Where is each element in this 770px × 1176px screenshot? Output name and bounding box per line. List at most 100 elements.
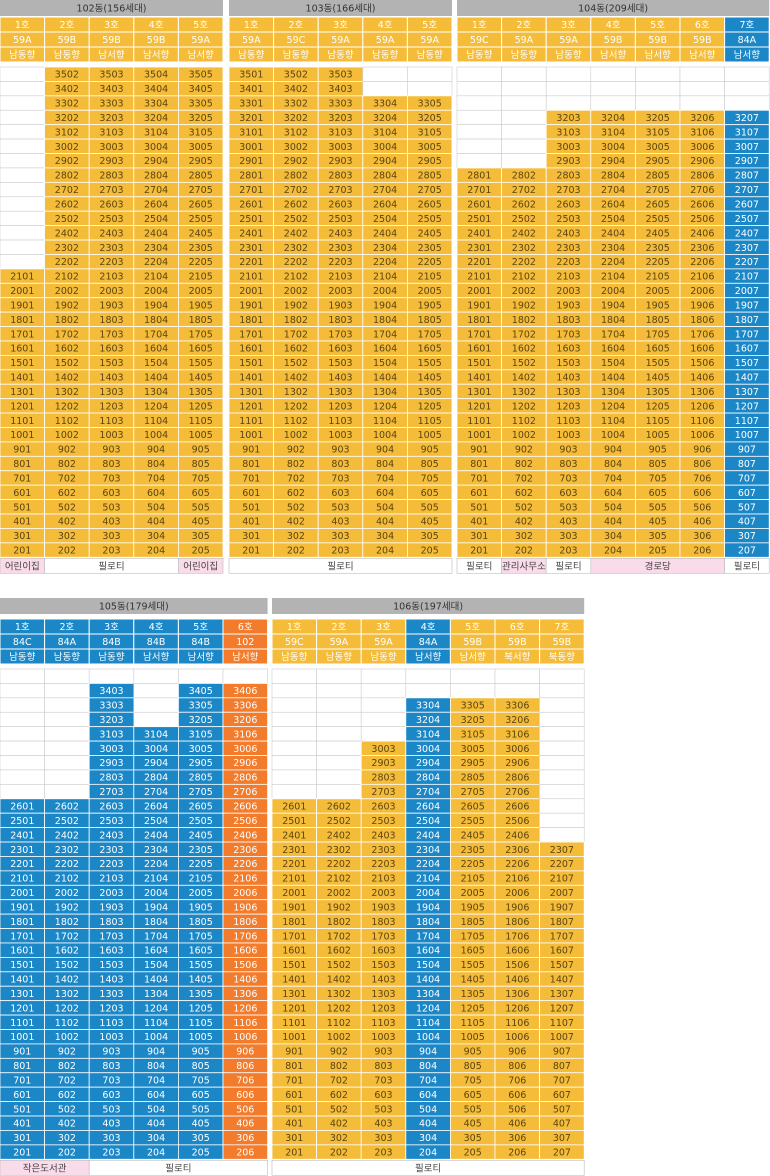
- unit-number: 2705: [646, 185, 670, 196]
- unit-number: 902: [515, 445, 533, 456]
- unit-number: 3303: [99, 701, 123, 712]
- unit-number: 903: [559, 445, 577, 456]
- unit-number: 2503: [328, 214, 352, 225]
- unit-number: 2106: [690, 272, 714, 283]
- unit-number: 1902: [327, 902, 351, 913]
- unit-number: 1603: [99, 946, 123, 957]
- unit-number: 1904: [144, 300, 168, 311]
- unit-number: 1402: [55, 373, 79, 384]
- empty-cell: [360, 668, 407, 684]
- header-line: 6호: [695, 20, 710, 31]
- unit-number: 3202: [284, 113, 308, 124]
- unit-number: 2602: [55, 801, 79, 812]
- unit-number: 307: [553, 1133, 571, 1144]
- unit-number: 807: [553, 1061, 571, 1072]
- header-direction: 북서향: [504, 651, 530, 663]
- unit-number: 1505: [189, 960, 213, 971]
- unit-number: 1202: [327, 1003, 351, 1014]
- unit-number: 3105: [189, 729, 213, 740]
- empty-cell: [0, 697, 45, 713]
- empty-cell: [539, 798, 585, 814]
- header-direction: 남동향: [9, 651, 35, 663]
- unit-number: 1202: [55, 401, 79, 412]
- unit-number: 2007: [550, 888, 574, 899]
- unit-number: 1606: [690, 344, 714, 355]
- unit-number: 401: [242, 517, 260, 528]
- unit-number: 2406: [233, 830, 257, 841]
- footer-label: 관리사무소: [502, 561, 546, 572]
- unit-number: 1106: [690, 416, 714, 427]
- unit-number: 805: [192, 1061, 210, 1072]
- unit-number: 1404: [144, 373, 168, 384]
- unit-number: 1503: [99, 960, 123, 971]
- empty-cell: [271, 755, 317, 771]
- unit-number: 1803: [328, 315, 352, 326]
- unit-number: 901: [242, 445, 260, 456]
- unit-number: 2101: [10, 272, 34, 283]
- unit-number: 402: [287, 517, 305, 528]
- unit-number: 1703: [99, 329, 123, 340]
- unit-number: 1402: [284, 373, 308, 384]
- unit-number: 1104: [416, 1018, 440, 1029]
- unit-number: 1605: [189, 946, 213, 957]
- unit-number: 803: [102, 459, 120, 470]
- unit-number: 1606: [233, 946, 257, 957]
- unit-number: 2904: [144, 758, 168, 769]
- unit-number: 705: [192, 1075, 210, 1086]
- unit-number: 603: [559, 488, 577, 499]
- unit-number: 2706: [233, 787, 257, 798]
- unit-number: 1801: [467, 315, 491, 326]
- unit-number: 1004: [373, 430, 397, 441]
- header-direction: 남동향: [511, 49, 537, 61]
- header-type: 59B: [58, 35, 77, 46]
- unit-number: 3305: [418, 99, 442, 110]
- unit-number: 1705: [418, 329, 442, 340]
- unit-number: 1205: [189, 401, 213, 412]
- unit-number: 202: [330, 1148, 348, 1159]
- header-direction: 남동향: [54, 651, 80, 663]
- unit-number: 1307: [550, 989, 574, 1000]
- empty-cell: [0, 683, 45, 699]
- unit-number: 2802: [512, 171, 536, 182]
- header-type: 59A: [515, 35, 534, 46]
- unit-number: 505: [421, 502, 439, 513]
- unit-number: 1202: [512, 401, 536, 412]
- unit-number: 603: [102, 488, 120, 499]
- unit-number: 504: [604, 502, 622, 513]
- unit-number: 2402: [512, 228, 536, 239]
- unit-number: 2105: [189, 272, 213, 283]
- header-type: 84A: [419, 637, 438, 648]
- unit-number: 805: [464, 1061, 482, 1072]
- unit-number: 1201: [10, 1003, 34, 1014]
- unit-number: 1406: [233, 975, 257, 986]
- unit-number: 707: [738, 473, 756, 484]
- empty-cell: [316, 711, 362, 727]
- unit-number: 2103: [99, 272, 123, 283]
- unit-number: 1303: [99, 989, 123, 1000]
- unit-number: 1704: [601, 329, 625, 340]
- unit-number: 2903: [328, 156, 352, 167]
- unit-number: 2502: [327, 816, 351, 827]
- unit-number: 1706: [505, 931, 529, 942]
- header-type: 59B: [508, 637, 527, 648]
- header-direction: 남동향: [9, 49, 35, 61]
- unit-number: 2403: [99, 228, 123, 239]
- unit-number: 1306: [690, 387, 714, 398]
- header-line: 2호: [517, 20, 532, 31]
- unit-number: 2405: [189, 228, 213, 239]
- unit-number: 506: [693, 502, 711, 513]
- unit-number: 901: [470, 445, 488, 456]
- unit-number: 1505: [646, 358, 670, 369]
- unit-number: 501: [13, 502, 31, 513]
- unit-number: 803: [374, 1061, 392, 1072]
- unit-number: 3106: [233, 729, 257, 740]
- unit-number: 2602: [55, 199, 79, 210]
- empty-cell: [450, 683, 496, 699]
- unit-number: 503: [331, 502, 349, 513]
- unit-number: 201: [470, 546, 488, 557]
- unit-number: 1502: [284, 358, 308, 369]
- empty-cell: [360, 697, 407, 713]
- unit-number: 304: [604, 531, 622, 542]
- header-type: 84B: [147, 637, 166, 648]
- unit-cell: [177, 542, 224, 558]
